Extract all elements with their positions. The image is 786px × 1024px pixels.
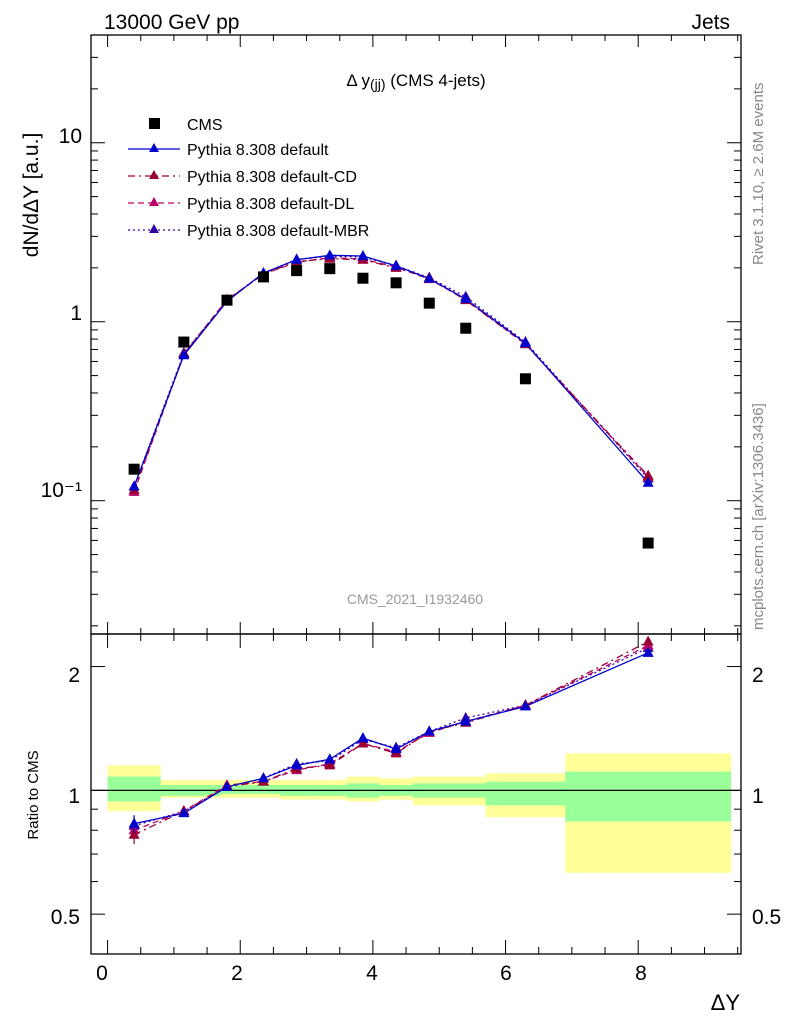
ratio-marker-default bbox=[519, 700, 531, 711]
ratio-ytick-label-right-2: 2 bbox=[752, 664, 764, 687]
series-line-mbr bbox=[133, 255, 649, 487]
marker-default bbox=[390, 259, 402, 270]
legend-marker-mbr bbox=[149, 224, 159, 233]
cms-data-point bbox=[460, 322, 472, 334]
mcplots-label: mcplots.cern.ch [arXiv:1306.3436] bbox=[750, 403, 767, 630]
series-line-dl bbox=[133, 257, 649, 493]
main-ytick-label-2: 10 bbox=[59, 125, 82, 148]
plot-title: Δ y(jj) (CMS 4-jets) bbox=[346, 71, 485, 92]
rivet-label: Rivet 3.1.10, ≥ 2.6M events bbox=[750, 83, 767, 266]
ratio-marker-default bbox=[221, 780, 233, 791]
main-panel: 10⁻¹ 1 10 dN/dΔY [a.u.] Δ y(jj) (CMS 4-j… bbox=[20, 34, 742, 635]
main-ylabel: dN/dΔY [a.u.] bbox=[20, 133, 43, 258]
legend-label-mbr: Pythia 8.308 default-MBR bbox=[187, 223, 369, 240]
legend-label-dl: Pythia 8.308 default-DL bbox=[187, 196, 354, 213]
legend-label-cd: Pythia 8.308 default-CD bbox=[187, 169, 357, 186]
ratio-marker-default bbox=[178, 807, 190, 818]
ratio-panel: 0.5 1 2 0.5 1 2 Ratio to CMS 0 2 4 6 8 Δ… bbox=[25, 633, 781, 1015]
marker-default bbox=[291, 253, 303, 264]
legend-marker-cms bbox=[149, 118, 160, 129]
ratio-marker-default bbox=[291, 759, 303, 770]
cms-data-point bbox=[291, 265, 303, 277]
uncertainty-band-inner bbox=[220, 785, 254, 794]
xtick-label-0: 0 bbox=[96, 962, 108, 985]
main-ytick-label-1: 1 bbox=[70, 302, 82, 325]
legend-marker-dl bbox=[149, 197, 159, 206]
ratio-marker-cd bbox=[642, 635, 654, 646]
marker-default bbox=[128, 480, 140, 491]
ratio-marker-default bbox=[257, 772, 269, 783]
series-line-default bbox=[133, 254, 649, 487]
ratio-marker-default bbox=[128, 817, 140, 828]
legend-label-default: Pythia 8.308 default bbox=[187, 142, 329, 159]
ratio-ytick-label-right-1: 1 bbox=[752, 785, 764, 808]
ratio-ylabel: Ratio to CMS bbox=[25, 750, 42, 839]
marker-default bbox=[423, 272, 435, 283]
cms-data-point bbox=[324, 263, 336, 275]
uncertainty-band-inner bbox=[565, 771, 732, 822]
cms-data-point bbox=[128, 463, 140, 475]
ratio-marker-default bbox=[390, 743, 402, 754]
marker-default bbox=[519, 337, 531, 348]
x-axis-label: ΔY bbox=[711, 990, 741, 1015]
ratio-marker-default bbox=[460, 715, 472, 726]
uncertainty-band-inner bbox=[107, 776, 161, 802]
plot-title-suffix: (CMS 4-jets) bbox=[386, 71, 486, 90]
header-jets-label: Jets bbox=[691, 11, 730, 34]
ratio-frame bbox=[90, 633, 742, 955]
header-energy-label: 13000 GeV pp bbox=[104, 11, 239, 34]
main-ytick-label-0: 10⁻¹ bbox=[41, 479, 82, 502]
legend-marker-cd bbox=[149, 170, 159, 179]
ratio-marker-cd bbox=[324, 759, 336, 770]
ratio-ytick-label-right-0: 0.5 bbox=[752, 906, 781, 929]
ratio-ytick-label-left-2: 2 bbox=[68, 664, 80, 687]
ratio-plot-content bbox=[91, 635, 741, 873]
cms-data-point bbox=[423, 297, 435, 309]
marker-default bbox=[178, 349, 190, 360]
ratio-ytick-label-left-0: 0.5 bbox=[51, 906, 80, 929]
marker-default bbox=[642, 476, 654, 487]
xtick-label-6: 6 bbox=[500, 962, 512, 985]
ratio-line-dl bbox=[133, 644, 649, 831]
ratio-marker-cd bbox=[128, 828, 140, 839]
ratio-ticks bbox=[91, 634, 741, 955]
legend-marker-default bbox=[149, 143, 159, 152]
main-ticks bbox=[91, 34, 741, 634]
main-plot-content bbox=[128, 249, 654, 549]
ratio-line-default bbox=[133, 652, 649, 825]
cms-data-point bbox=[257, 271, 269, 283]
cms-data-point bbox=[642, 537, 654, 549]
cms-data-point bbox=[519, 373, 531, 385]
ratio-marker-default bbox=[642, 646, 654, 657]
xtick-label-8: 8 bbox=[635, 962, 647, 985]
legend-label-cms: CMS bbox=[187, 117, 223, 134]
analysis-id: CMS_2021_I1932460 bbox=[347, 591, 483, 607]
ratio-marker-default bbox=[357, 732, 369, 743]
cms-data-point bbox=[221, 294, 233, 306]
ratio-ytick-label-left-1: 1 bbox=[68, 785, 80, 808]
uncertainty-band-inner bbox=[253, 785, 281, 794]
cms-data-point bbox=[178, 336, 190, 348]
ratio-marker-default bbox=[423, 725, 435, 736]
marker-default bbox=[357, 249, 369, 260]
series-line-cd bbox=[133, 258, 649, 491]
xtick-label-4: 4 bbox=[366, 962, 378, 985]
cms-data-point bbox=[390, 277, 402, 289]
cms-data-point bbox=[357, 272, 369, 284]
marker-default bbox=[460, 292, 472, 303]
legend: CMS Pythia 8.308 default Pythia 8.308 de… bbox=[128, 117, 369, 240]
marker-default bbox=[324, 249, 336, 260]
ratio-marker-cd bbox=[357, 737, 369, 748]
uncertainty-band-inner bbox=[485, 781, 566, 806]
plot-title-sub: (jj) bbox=[370, 76, 386, 92]
xtick-label-2: 2 bbox=[231, 962, 243, 985]
ratio-marker-default bbox=[324, 753, 336, 764]
marker-cd bbox=[642, 469, 654, 480]
plot-title-prefix: Δ y bbox=[346, 71, 370, 90]
